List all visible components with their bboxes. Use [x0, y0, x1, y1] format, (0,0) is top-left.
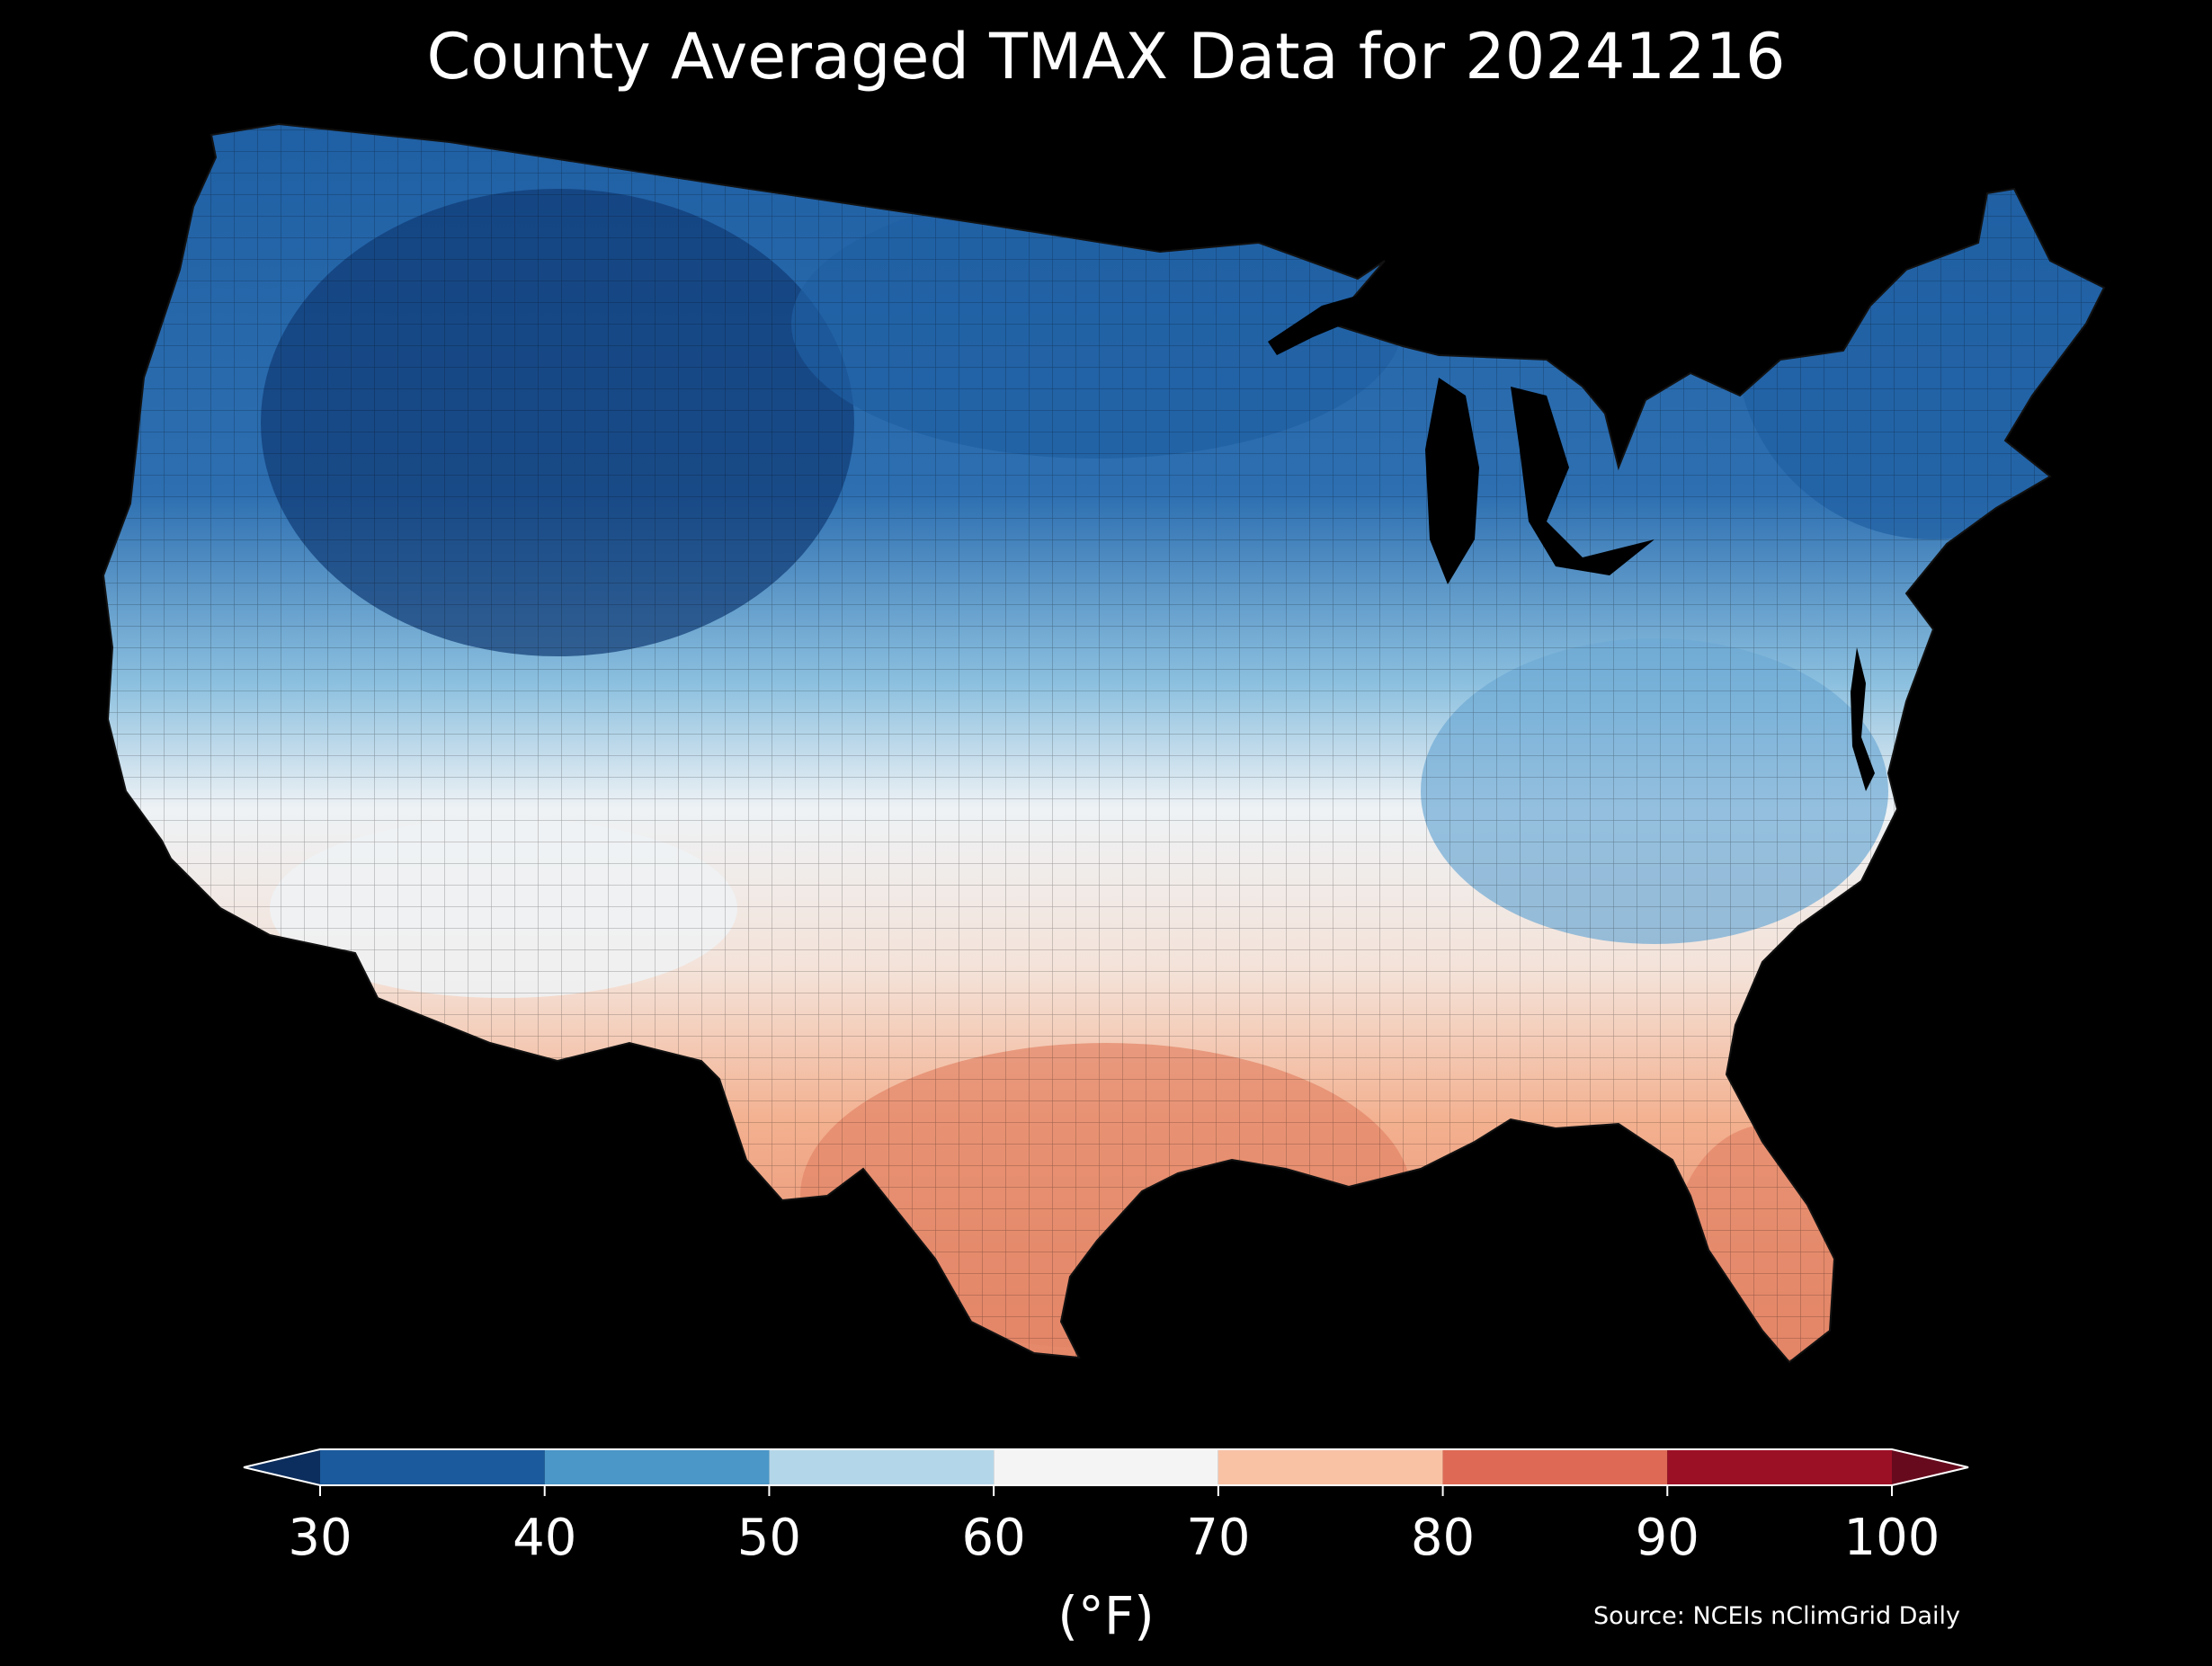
colorbar-tick-label-30: 30: [288, 1509, 352, 1567]
colorbar-over-arrow: [1892, 1449, 1968, 1485]
colorbar-tick-label-90: 90: [1635, 1509, 1699, 1567]
colorbar-tick-label-60: 60: [961, 1509, 1026, 1567]
map-title: County Averaged TMAX Data for 20241216: [426, 20, 1786, 94]
lake-huron-erie: [1511, 387, 1655, 575]
colorbar-bin-70-80: [1217, 1449, 1443, 1485]
chesapeake-bay: [1851, 647, 1875, 791]
colorbar-tick-label-50: 50: [736, 1509, 802, 1567]
colorbar-bin-60-70: [994, 1449, 1218, 1485]
colorbar-under-arrow: [244, 1449, 320, 1485]
colorbar-tick-label-40: 40: [513, 1509, 577, 1567]
colorbar-bin-80-90: [1442, 1449, 1668, 1485]
colorbar-bin-90-100: [1667, 1449, 1892, 1485]
colorbar-tick-label-80: 80: [1410, 1509, 1476, 1567]
lake-superior: [1268, 288, 1385, 355]
colorbar-bin-50-60: [769, 1449, 995, 1485]
source-credit: Source: NCEIs nClimGrid Daily: [1593, 1602, 1960, 1630]
colorbar-bin-40-50: [544, 1449, 770, 1485]
colorbar-bin-30-40: [320, 1449, 545, 1485]
colorbar-tick-label-70: 70: [1186, 1509, 1251, 1567]
colorbar-unit-label: (°F): [1057, 1585, 1155, 1646]
colorbar-tick-label-100: 100: [1843, 1509, 1940, 1567]
lake-michigan: [1425, 378, 1479, 584]
